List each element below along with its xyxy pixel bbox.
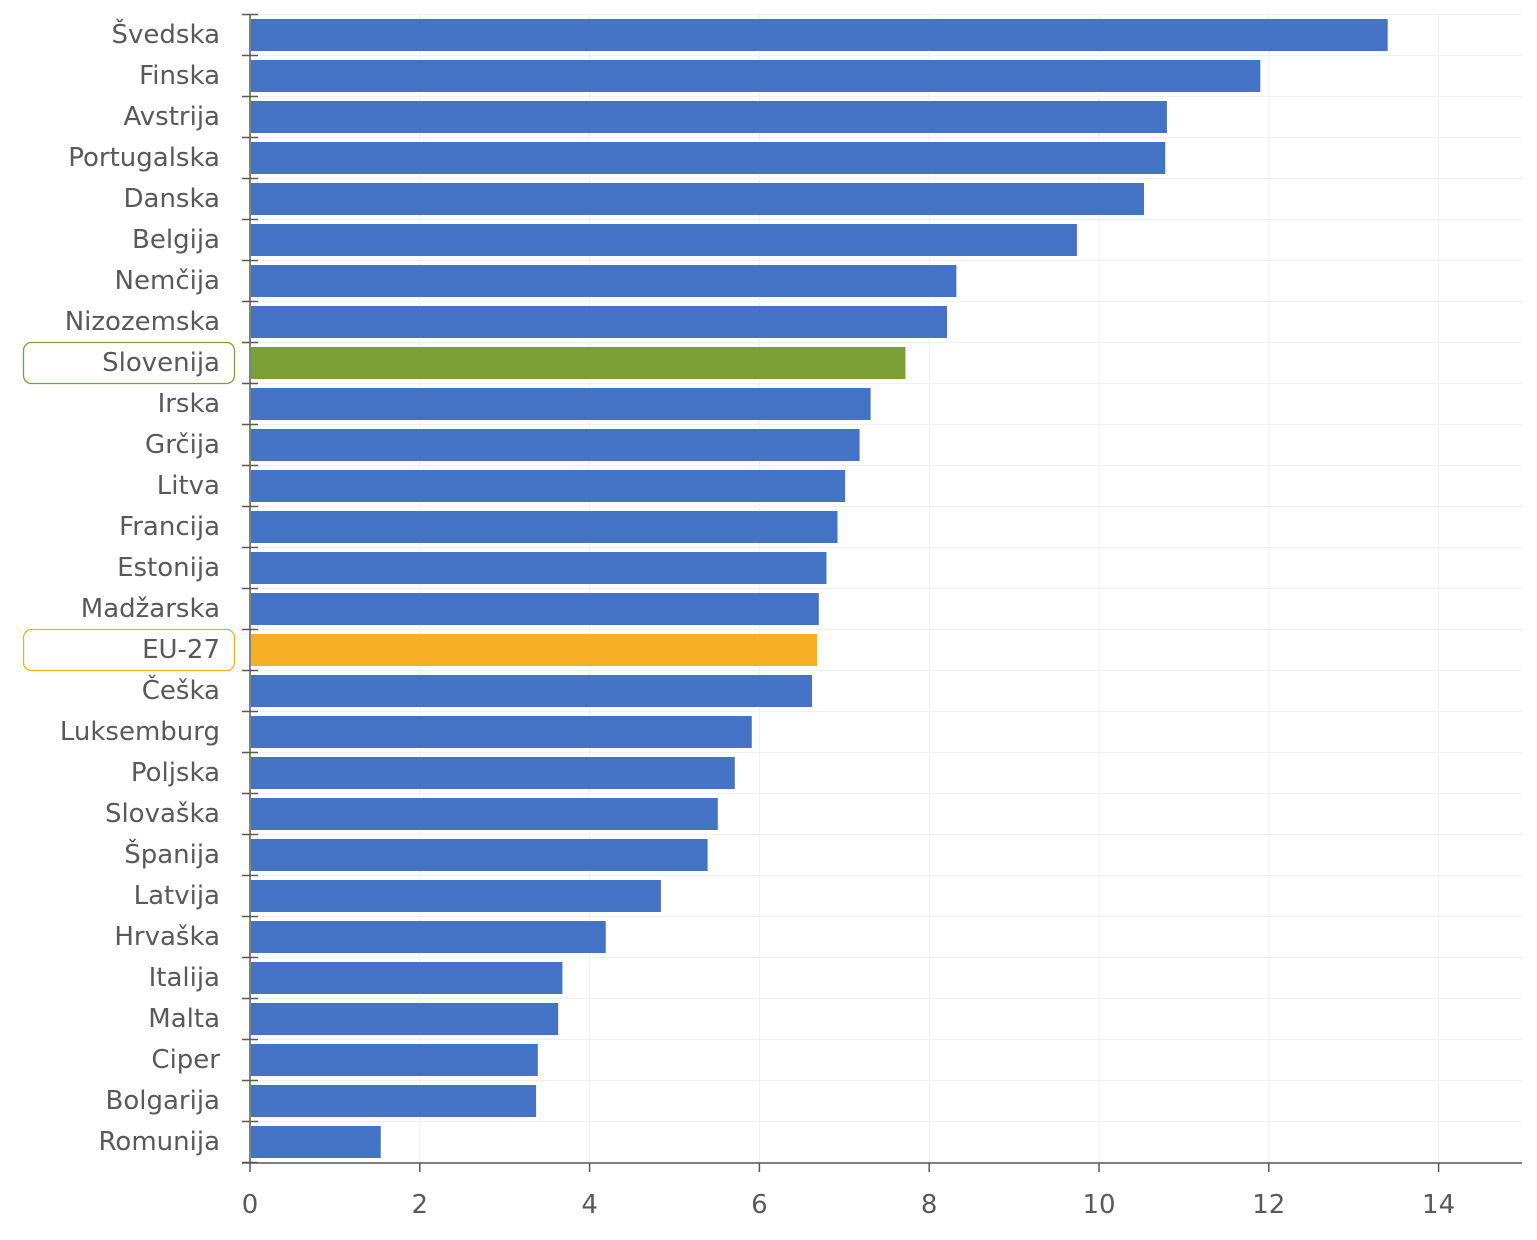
category-label: Francija: [119, 512, 220, 542]
bar-slovenija: [251, 347, 906, 379]
bar-luksemburg: [251, 716, 752, 748]
x-tick-label: 8: [921, 1190, 938, 1220]
category-label: Bolgarija: [106, 1086, 220, 1116]
bar-poljska: [251, 757, 735, 789]
category-label: Ciper: [151, 1045, 220, 1075]
bar-finska: [251, 60, 1261, 92]
category-label: Portugalska: [68, 143, 220, 173]
bar-madžarska: [251, 593, 819, 625]
bar-layer: [251, 19, 1388, 1158]
category-label: Belgija: [132, 225, 220, 255]
label-highlight-box: [22, 341, 236, 385]
bar-latvija: [251, 880, 661, 912]
category-label: Latvija: [134, 881, 220, 911]
label-highlight-boxes: [22, 341, 236, 672]
category-label: Grčija: [145, 430, 220, 460]
category-label: Avstrija: [124, 102, 220, 132]
bar-portugalska: [251, 142, 1166, 174]
bar-eu-27: [251, 634, 818, 666]
bar-irska: [251, 388, 871, 420]
x-tick-label: 6: [751, 1190, 768, 1220]
category-label: Romunija: [99, 1127, 220, 1157]
category-label: Irska: [158, 389, 220, 419]
bar-švedska: [251, 19, 1388, 51]
category-label: Slovenija: [102, 348, 220, 378]
bar-danska: [251, 183, 1144, 215]
category-label: Finska: [139, 61, 220, 91]
bar-italija: [251, 962, 563, 994]
x-tick-label: 14: [1422, 1190, 1455, 1220]
category-label: Slovaška: [105, 799, 220, 829]
category-label: Poljska: [131, 758, 220, 788]
bar-hrvaška: [251, 921, 606, 953]
x-tick-label: 4: [581, 1190, 598, 1220]
category-label: Madžarska: [81, 594, 220, 624]
category-label: Češka: [142, 674, 220, 706]
category-label: Litva: [157, 471, 220, 501]
x-tick-label: 0: [242, 1190, 259, 1220]
axis-layer: [242, 13, 1522, 1172]
bar-litva: [251, 470, 846, 502]
bar-avstrija: [251, 101, 1167, 133]
bar-španija: [251, 839, 708, 871]
x-tick-label: 10: [1082, 1190, 1115, 1220]
bar-belgija: [251, 224, 1077, 256]
category-label: Danska: [123, 184, 220, 214]
bar-francija: [251, 511, 838, 543]
bar-nemčija: [251, 265, 957, 297]
category-label-layer: Švedska Finska Avstrija Portugalska Danska Be…: [60, 18, 220, 1157]
grid-layer: [250, 14, 1522, 1163]
category-label: Nizozemska: [65, 307, 220, 337]
x-tick-label: 2: [412, 1190, 429, 1220]
category-label: Malta: [148, 1004, 220, 1034]
category-label: EU-27: [142, 635, 220, 665]
x-tick-label: 12: [1252, 1190, 1285, 1220]
bar-ciper: [251, 1044, 538, 1076]
bar-estonija: [251, 552, 827, 584]
bar-nizozemska: [251, 306, 948, 338]
bar-romunija: [251, 1126, 381, 1158]
x-tick-label-layer: 0 2 4 6 8 10 12 14: [242, 1190, 1455, 1220]
category-label: Hrvaška: [114, 922, 220, 952]
category-label: Italija: [149, 963, 220, 993]
bar-češka: [251, 675, 813, 707]
category-label: Španija: [124, 838, 220, 870]
bar-bolgarija: [251, 1085, 537, 1117]
category-label: Estonija: [117, 553, 220, 583]
category-label: Luksemburg: [60, 717, 220, 747]
bar-malta: [251, 1003, 559, 1035]
category-label: Švedska: [112, 18, 220, 50]
bar-grčija: [251, 429, 860, 461]
category-label: Nemčija: [115, 266, 220, 296]
bar-slovaška: [251, 798, 718, 830]
label-highlight-box: [22, 628, 236, 672]
